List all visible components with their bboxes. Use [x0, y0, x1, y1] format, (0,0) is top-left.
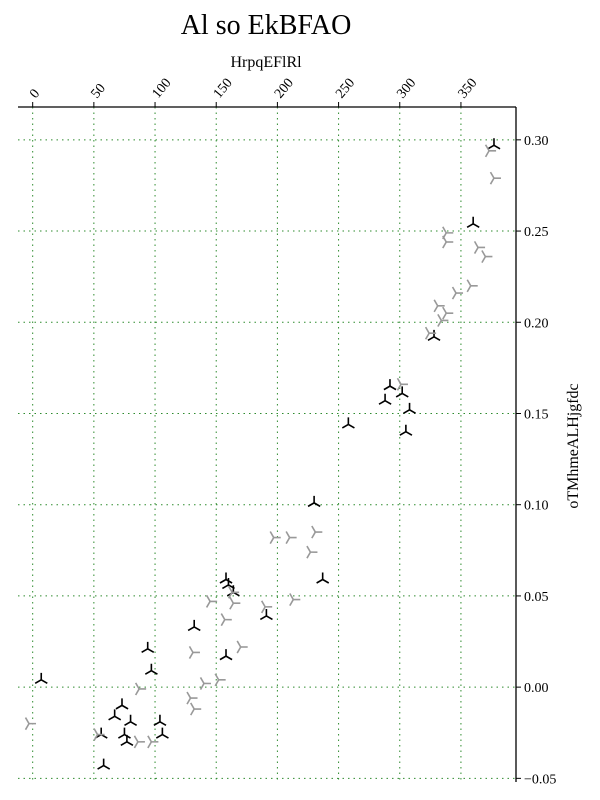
data-point: [484, 144, 497, 158]
x-tick-label: 250: [333, 76, 358, 102]
data-point: [437, 313, 449, 327]
data-point: [24, 717, 37, 731]
data-point: [473, 241, 486, 254]
data-point: [259, 608, 273, 621]
data-point: [93, 728, 105, 742]
y-tick-label: 0.30: [524, 134, 549, 149]
data-point: [190, 702, 202, 716]
data-points: [24, 138, 501, 770]
data-point: [481, 250, 493, 264]
y-tick-label: 0.10: [524, 499, 549, 514]
data-point: [147, 735, 159, 749]
y-tick-label: 0.00: [524, 681, 549, 696]
x-tick-label: 0: [27, 87, 43, 102]
data-point: [306, 545, 318, 559]
x-tick-label: 350: [456, 76, 481, 102]
data-point: [378, 393, 392, 405]
data-point: [289, 593, 301, 607]
data-point: [120, 734, 134, 747]
data-point: [133, 735, 145, 749]
axis-ticks: 0 50 100 150 200 250 300 350 −0.05 0.00 0.05 0.10 0.…: [27, 76, 556, 788]
data-point: [124, 714, 138, 726]
y-axis-label: oTMhmeALHjgfdc: [565, 383, 582, 508]
y-tick-label: 0.05: [524, 590, 549, 605]
data-point: [199, 677, 211, 690]
data-point: [214, 673, 226, 687]
data-point: [227, 585, 240, 599]
data-point: [466, 216, 480, 228]
data-point: [395, 386, 409, 398]
data-point: [316, 572, 330, 584]
data-point: [219, 649, 233, 661]
data-point: [396, 377, 408, 391]
data-point: [115, 698, 129, 710]
y-tick-label: 0.25: [524, 225, 549, 240]
axis-spines: [18, 106, 517, 782]
data-point: [188, 646, 200, 659]
chart-title: Al so EkBFAO: [181, 10, 352, 41]
data-point: [442, 235, 454, 249]
data-point: [307, 495, 321, 508]
data-point: [427, 329, 441, 342]
data-point: [134, 682, 147, 696]
y-tick-label: 0.15: [524, 407, 549, 422]
data-point: [383, 379, 397, 391]
data-point: [236, 640, 248, 654]
data-point: [285, 531, 297, 544]
x-tick-label: 100: [150, 76, 175, 102]
data-point: [97, 758, 111, 770]
data-point: [34, 672, 48, 685]
data-point: [399, 424, 413, 436]
data-point: [260, 600, 273, 614]
data-point: [144, 663, 158, 675]
data-point: [229, 596, 241, 610]
data-point: [466, 279, 478, 293]
data-point: [186, 691, 198, 705]
x-tick-label: 300: [394, 76, 419, 102]
data-point: [219, 572, 233, 584]
data-point: [311, 525, 323, 539]
data-point: [487, 138, 501, 150]
data-point: [153, 714, 167, 726]
grid-lines: [18, 107, 516, 782]
x-tick-label: 50: [88, 81, 108, 101]
data-point: [205, 594, 218, 608]
data-point: [341, 417, 355, 429]
data-point: [433, 299, 445, 313]
data-point: [489, 171, 501, 185]
x-tick-label: 150: [211, 76, 236, 102]
data-point: [442, 306, 454, 320]
data-point: [269, 531, 281, 545]
data-point: [117, 727, 131, 739]
y-tick-label: −0.05: [524, 772, 556, 787]
data-point: [187, 619, 201, 632]
data-point: [108, 709, 122, 721]
data-point: [451, 286, 464, 300]
x-tick-label: 200: [272, 76, 297, 102]
data-point: [155, 727, 169, 739]
data-point: [424, 326, 437, 340]
data-point: [403, 402, 417, 415]
data-point: [220, 613, 232, 627]
x-axis-label: HrpqEFlRl: [230, 54, 302, 71]
y-tick-label: 0.20: [524, 316, 549, 331]
data-point: [141, 641, 155, 654]
